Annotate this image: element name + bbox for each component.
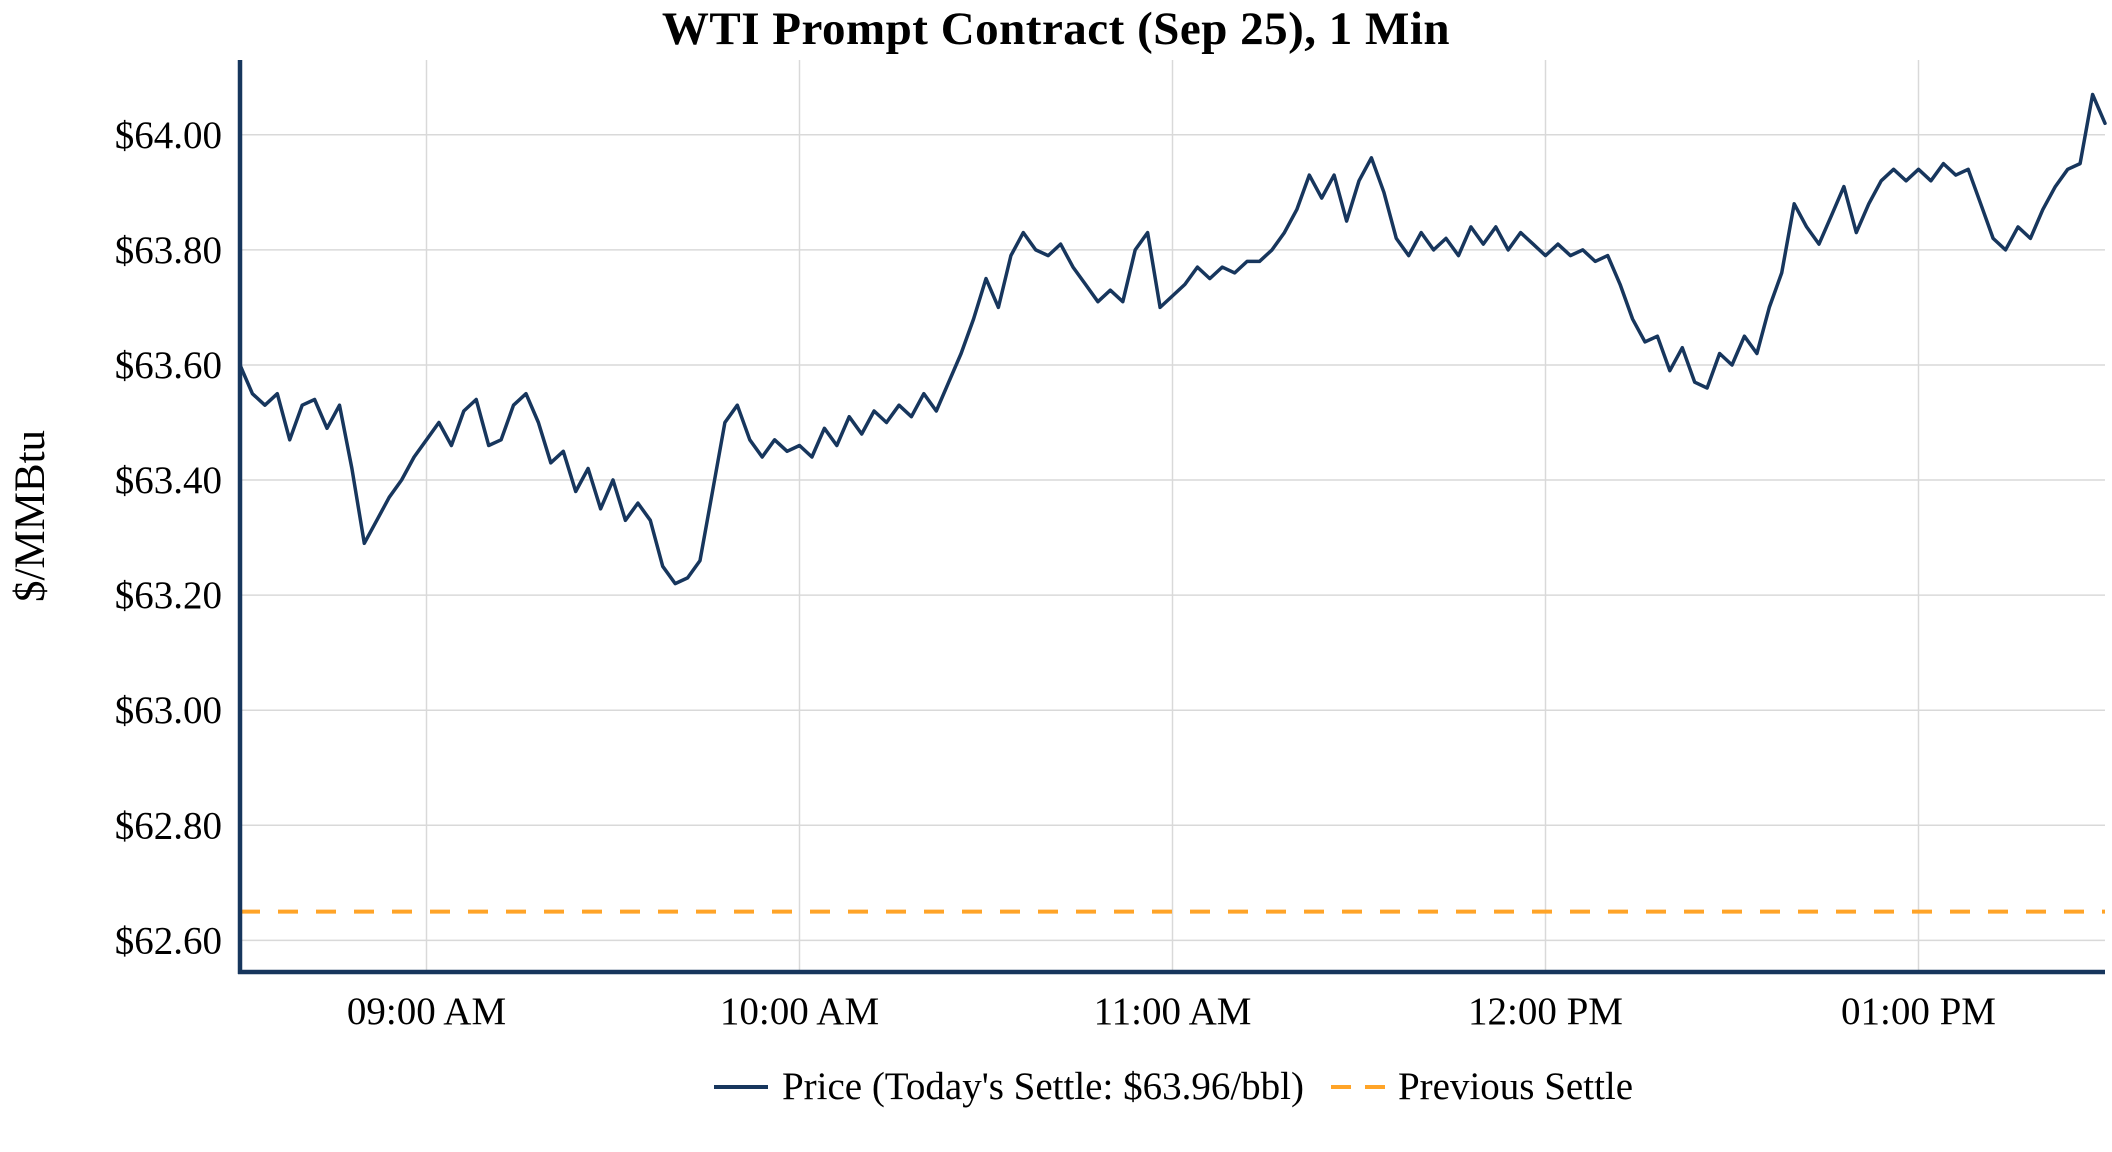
x-tick-label: 01:00 PM — [1841, 990, 1996, 1033]
price-line — [238, 92, 2107, 586]
x-tick-label: 09:00 AM — [347, 990, 506, 1033]
legend-item-previous-settle: Previous Settle — [1330, 1064, 1633, 1109]
previous-settle-swatch-icon — [1330, 1084, 1385, 1089]
y-tick-label: $64.00 — [115, 114, 222, 157]
legend-item-price: Price (Today's Settle: $63.96/bbl) — [712, 1064, 1304, 1109]
price-line-swatch-icon — [713, 1084, 768, 1089]
y-axis-title: $/MMBtu — [7, 430, 54, 602]
x-tick-label: 11:00 AM — [1094, 990, 1252, 1033]
legend-label-price: Price (Today's Settle: $63.96/bbl) — [781, 1065, 1304, 1108]
x-tick-label: 10:00 AM — [720, 990, 879, 1033]
y-tick-label: $63.40 — [115, 459, 222, 502]
chart-legend: Price (Today's Settle: $63.96/bbl) Previ… — [240, 1064, 2105, 1109]
y-tick-label: $63.60 — [115, 344, 222, 387]
y-tick-label: $63.20 — [115, 574, 222, 617]
y-tick-label: $62.60 — [115, 919, 222, 962]
legend-label-previous-settle: Previous Settle — [1397, 1065, 1634, 1108]
x-tick-label: 12:00 PM — [1468, 990, 1623, 1033]
y-tick-label: $62.80 — [115, 804, 222, 847]
chart-title: WTI Prompt Contract (Sep 25), 1 Min — [661, 3, 1451, 55]
y-tick-label: $63.80 — [115, 229, 222, 272]
y-tick-label: $63.00 — [115, 689, 222, 732]
